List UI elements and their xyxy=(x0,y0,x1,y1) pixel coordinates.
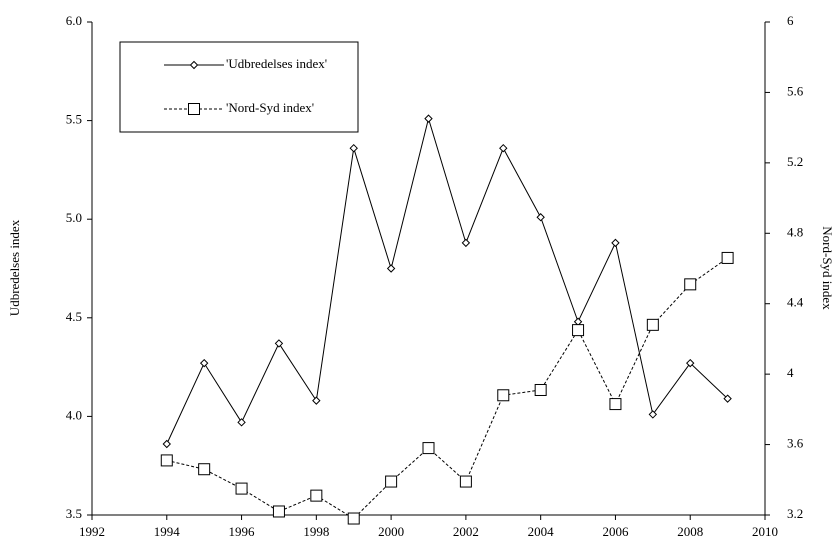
data-point xyxy=(721,251,734,264)
data-point xyxy=(572,324,585,337)
data-point xyxy=(310,489,323,502)
data-point xyxy=(497,389,510,402)
legend-marker xyxy=(189,60,199,70)
data-point xyxy=(609,398,622,411)
y-tick-label: 4.0 xyxy=(66,407,82,422)
y-axis-label: Udbredelses index xyxy=(7,219,22,316)
data-point xyxy=(385,475,398,488)
data-point xyxy=(684,278,697,291)
data-point xyxy=(499,144,508,153)
x-tick-label: 2008 xyxy=(677,524,703,539)
data-point xyxy=(459,475,472,488)
series-line xyxy=(166,257,728,520)
data-point xyxy=(611,238,620,248)
y2-tick-label: 3.6 xyxy=(787,436,804,451)
data-point xyxy=(424,114,433,123)
legend-box xyxy=(119,41,359,133)
data-point xyxy=(237,418,246,427)
data-point xyxy=(534,383,547,396)
data-point xyxy=(274,339,284,348)
y2-tick-label: 3.2 xyxy=(787,506,803,521)
data-point xyxy=(461,238,471,248)
x-tick-label: 2002 xyxy=(453,524,479,539)
legend-label: 'Nord-Syd index' xyxy=(226,100,314,115)
data-point xyxy=(723,394,732,403)
data-point xyxy=(235,482,248,495)
x-tick-label: 2000 xyxy=(378,524,404,539)
x-tick-label: 2004 xyxy=(528,524,555,539)
x-tick-label: 2006 xyxy=(602,524,629,539)
data-point xyxy=(347,512,360,525)
x-tick-label: 2010 xyxy=(752,524,778,539)
y2-tick-label: 4 xyxy=(787,365,794,380)
x-tick-label: 1992 xyxy=(79,524,105,539)
y2-tick-label: 4.8 xyxy=(787,224,803,239)
y2-tick-label: 4.4 xyxy=(787,295,804,310)
data-point xyxy=(312,396,321,405)
y-tick-label: 5.5 xyxy=(66,112,82,127)
data-point xyxy=(686,358,695,368)
legend-marker xyxy=(188,103,200,115)
data-point xyxy=(198,463,211,476)
data-point xyxy=(162,439,171,449)
x-tick-label: 1994 xyxy=(154,524,181,539)
data-point xyxy=(646,318,659,331)
y-tick-label: 3.5 xyxy=(66,506,82,521)
data-point xyxy=(386,264,396,273)
data-point xyxy=(422,442,435,455)
y-tick-label: 4.5 xyxy=(66,309,82,324)
y-tick-label: 6.0 xyxy=(66,13,82,28)
data-point xyxy=(199,358,209,368)
data-point xyxy=(349,144,358,153)
y2-axis-label: Nord-Syd index xyxy=(820,226,835,310)
y-tick-label: 5.0 xyxy=(66,210,82,225)
y2-tick-label: 5.6 xyxy=(787,83,804,98)
x-tick-label: 1998 xyxy=(303,524,329,539)
legend-label: 'Udbredelses index' xyxy=(226,56,327,71)
y2-tick-label: 6 xyxy=(787,13,794,28)
y2-tick-label: 5.2 xyxy=(787,154,803,169)
data-point xyxy=(648,410,658,419)
x-tick-label: 1996 xyxy=(229,524,256,539)
data-point xyxy=(536,213,545,222)
series-line xyxy=(166,116,728,445)
data-point xyxy=(272,505,285,518)
data-point xyxy=(160,454,173,467)
